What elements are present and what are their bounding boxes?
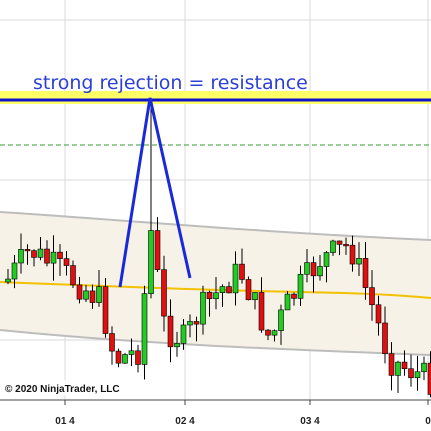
- candle-body: [174, 343, 180, 348]
- candle-body: [219, 286, 226, 293]
- candle-body: [83, 290, 89, 300]
- annotation: strong rejection = resistance: [33, 72, 308, 94]
- candle-body: [50, 251, 57, 264]
- candle-body: [200, 291, 206, 325]
- copyright-bg: [2, 380, 134, 396]
- candle-body: [401, 361, 408, 370]
- candle-body: [356, 258, 362, 265]
- candle-body: [232, 263, 239, 294]
- candle-body: [239, 263, 245, 280]
- candle-body: [193, 321, 200, 325]
- candle-body: [213, 292, 219, 300]
- candle-body: [421, 362, 427, 373]
- candle-body: [388, 353, 395, 376]
- candle-body: [96, 286, 102, 303]
- candle-body: [408, 368, 414, 379]
- x-tick-label: 03 4: [300, 416, 320, 427]
- upper-band: [0, 211, 431, 241]
- candle-body: [161, 269, 167, 317]
- candle-body: [167, 315, 174, 348]
- candle-body: [304, 262, 310, 275]
- candle-body: [128, 350, 135, 355]
- candle-body: [343, 244, 349, 247]
- candle-body: [362, 258, 369, 288]
- candle-body: [141, 293, 148, 365]
- candle-body: [291, 293, 297, 299]
- candle-body: [148, 230, 154, 294]
- candle-body: [278, 309, 284, 331]
- candle-body: [375, 304, 382, 324]
- candle-body: [154, 230, 161, 270]
- candle-body: [297, 273, 304, 299]
- annotation-arrow: [118, 97, 192, 288]
- candle-body: [109, 333, 115, 352]
- lower-band: [0, 329, 431, 356]
- candle-body: [395, 361, 401, 376]
- candle-body: [252, 292, 258, 301]
- copyright: © 2020 NinjaTrader, LLC: [5, 384, 120, 395]
- candle-body: [115, 350, 122, 364]
- candle-body: [310, 262, 317, 277]
- candle-body: [245, 279, 252, 301]
- candles: [5, 98, 431, 398]
- candle-body: [89, 290, 96, 303]
- x-tick-label: 02 4: [175, 416, 195, 427]
- candle-body: [258, 292, 265, 331]
- candle-body: [57, 251, 63, 259]
- x-tick-label: 01 4: [55, 416, 75, 427]
- candle-body: [5, 278, 11, 283]
- candle-body: [317, 266, 323, 277]
- candle-body: [24, 249, 31, 252]
- candle-body: [18, 249, 24, 264]
- candle-body: [265, 329, 271, 336]
- candle-body: [102, 286, 109, 334]
- candle-body: [271, 330, 278, 336]
- candle-body: [382, 322, 388, 354]
- candle-body: [414, 371, 421, 379]
- candle-body: [336, 240, 343, 245]
- candle-body: [122, 354, 128, 364]
- candle-body: [369, 287, 375, 306]
- candle-body: [226, 286, 232, 294]
- candle-body: [206, 291, 213, 300]
- candle-body: [180, 324, 187, 344]
- candle-body: [37, 248, 44, 258]
- candle-body: [135, 350, 141, 365]
- candle-body: [330, 240, 336, 253]
- x-tick-label: 0: [425, 416, 431, 427]
- candle-body: [70, 265, 76, 286]
- candle-body: [76, 284, 83, 300]
- candle-body: [31, 250, 37, 258]
- candle-body: [187, 321, 193, 326]
- candle-body: [284, 293, 291, 311]
- candle-body: [44, 248, 50, 264]
- candle-body: [11, 262, 18, 280]
- candle-body: [349, 244, 356, 265]
- candle-body: [323, 252, 330, 267]
- candle-body: [63, 258, 70, 266]
